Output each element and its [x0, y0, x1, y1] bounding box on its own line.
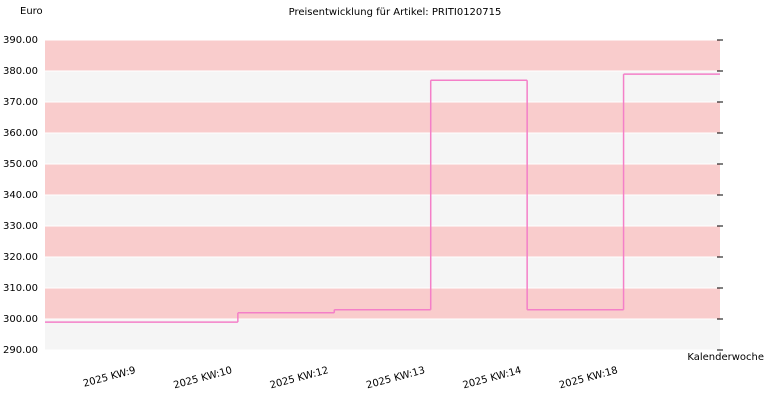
chart-title: Preisentwicklung für Artikel: PRITI01207…: [289, 7, 502, 18]
grid-band: [45, 257, 720, 288]
grid-band: [45, 226, 720, 257]
x-tick-label: 2025 KW:9: [82, 365, 137, 390]
grid-band: [45, 102, 720, 133]
y-tick-label: 310.00: [3, 283, 38, 294]
x-axis-label: Kalenderwoche: [687, 352, 764, 363]
grid-band: [45, 288, 720, 319]
x-tick-label: 2025 KW:14: [462, 365, 523, 391]
grid-band: [45, 40, 720, 71]
y-axis-label: Euro: [20, 6, 43, 17]
grid-band: [45, 319, 720, 350]
grid-band: [45, 71, 720, 102]
x-tick-label: 2025 KW:13: [365, 365, 426, 391]
grid-band: [45, 133, 720, 164]
y-tick-label: 390.00: [3, 35, 38, 46]
y-tick-label: 330.00: [3, 221, 38, 232]
y-tick-label: 290.00: [3, 345, 38, 356]
grid-band: [45, 164, 720, 195]
y-tick-label: 320.00: [3, 252, 38, 263]
x-tick-label: 2025 KW:12: [269, 365, 330, 391]
x-tick-label: 2025 KW:10: [172, 365, 233, 391]
x-tick-label: 2025 KW:18: [558, 365, 619, 391]
y-tick-label: 360.00: [3, 128, 38, 139]
y-tick-label: 350.00: [3, 159, 38, 170]
y-tick-label: 340.00: [3, 190, 38, 201]
y-tick-label: 370.00: [3, 97, 38, 108]
y-tick-label: 300.00: [3, 314, 38, 325]
grid-band: [45, 195, 720, 226]
y-tick-label: 380.00: [3, 66, 38, 77]
